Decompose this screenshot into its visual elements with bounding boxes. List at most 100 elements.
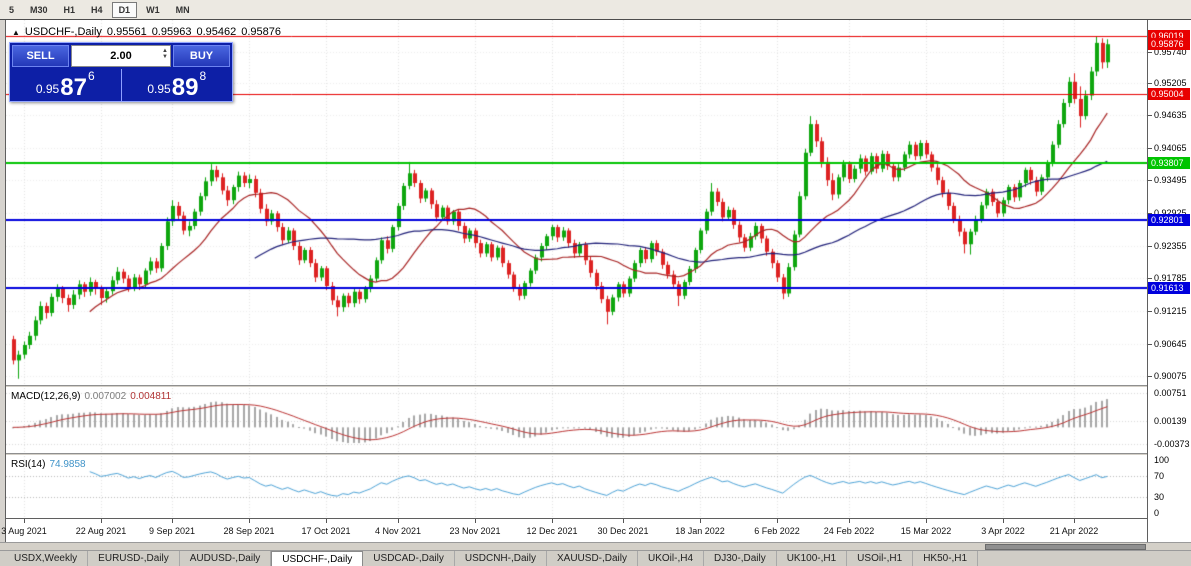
price-axis-label: 0.92925 (1154, 208, 1187, 218)
price-axis-tick (1148, 83, 1152, 84)
chart-tab-usdcnh-[interactable]: USDCNH-,Daily (455, 551, 547, 566)
date-label: 28 Sep 2021 (223, 526, 275, 536)
one-click-panel-toggle-icon[interactable]: ▲ (12, 27, 20, 37)
date-axis[interactable]: 3 Aug 2021 22 Aug 2021 9 Sep 2021 28 Sep 20… (1, 518, 1147, 542)
price-axis-tick (1148, 311, 1152, 312)
timeframe-button-W1[interactable]: W1 (146, 4, 160, 15)
date-label: 4 Nov 2021 (374, 526, 422, 536)
buy-button[interactable]: BUY (173, 45, 230, 67)
chart-tab-ukoil-[interactable]: UKOil-,H4 (638, 551, 705, 566)
price-axis-tick (1148, 52, 1152, 53)
chart-tab-uk100-[interactable]: UK100-,H1 (777, 551, 848, 566)
rsi-axis-label: 70 (1154, 471, 1165, 481)
date-label: 18 Jan 2022 (675, 526, 725, 536)
chart-area[interactable]: 3 Aug 2021 22 Aug 2021 9 Sep 2021 28 Sep 20… (1, 20, 1148, 542)
price-axis-label: 0.90075 (1154, 371, 1187, 381)
date-axis-tick (1003, 519, 1004, 523)
price-axis-tick (1148, 213, 1152, 214)
one-click-trading-panel: SELL 2.00 ▲ ▼ BUY 0.95 87 6 0.95 89 8 (9, 42, 233, 102)
date-label: 9 Sep 2021 (148, 526, 196, 536)
rsi-indicator-label: RSI(14) 74.9858 (11, 459, 90, 470)
buy-price-prefix: 0.95 (147, 82, 171, 96)
buy-price-main: 89 (171, 74, 199, 101)
chart-tab-hk50-[interactable]: HK50-,H1 (913, 551, 979, 566)
sell-price-display[interactable]: 0.95 87 6 (10, 69, 121, 101)
price-axis-tick (1148, 344, 1152, 345)
chart-tab-usdchf-[interactable]: USDCHF-,Daily (271, 551, 364, 566)
date-axis-tick (1074, 519, 1075, 523)
volume-value[interactable]: 2.00 (110, 50, 132, 62)
timeframe-button-D1[interactable]: D1 (111, 1, 138, 18)
sell-button[interactable]: SELL (12, 45, 69, 67)
chart-tab-usdcad-[interactable]: USDCAD-,Daily (363, 551, 455, 566)
volume-up-icon[interactable]: ▲ (162, 48, 168, 54)
rsi-axis-label: 0 (1154, 508, 1160, 518)
date-axis-tick (700, 519, 701, 523)
price-axis-label: 0.91785 (1154, 273, 1187, 283)
date-label: 3 Apr 2022 (981, 526, 1025, 536)
volume-input[interactable]: 2.00 ▲ ▼ (71, 45, 171, 67)
chart-tab-dj30-[interactable]: DJ30-,Daily (704, 551, 777, 566)
chart-tab-usdx[interactable]: USDX,Weekly (4, 551, 89, 566)
timeframe-button-H4[interactable]: H4 (91, 4, 103, 15)
rsi-axis-label: 30 (1154, 492, 1165, 502)
panel-divider[interactable] (6, 385, 1147, 388)
price-axis-label: 0.95740 (1154, 47, 1187, 57)
date-label: 24 Feb 2022 (823, 526, 875, 536)
macd-value: 0.007002 (84, 391, 127, 402)
ohlc-open: 0.95561 (106, 26, 147, 38)
macd-indicator-label: MACD(12,26,9) 0.007002 0.004811 (11, 391, 175, 402)
sell-price-pip: 6 (87, 69, 95, 83)
ohlc-high: 0.95963 (151, 26, 192, 38)
date-axis-tick (249, 519, 250, 523)
macd-axis-label: 0.00751 (1154, 388, 1187, 398)
price-axis-label: 0.91215 (1154, 306, 1187, 316)
chart-tab-audusd-[interactable]: AUDUSD-,Daily (180, 551, 272, 566)
date-label: 22 Aug 2021 (75, 526, 127, 536)
timeframe-toolbar: 5 M30 H1 H4 D1 W1 MN (0, 0, 1191, 20)
date-label: 15 Mar 2022 (900, 526, 952, 536)
rsi-name: RSI(14) (11, 459, 46, 470)
ohlc-low: 0.95462 (196, 26, 237, 38)
date-axis-tick (926, 519, 927, 523)
macd-chart-canvas[interactable] (6, 388, 1147, 453)
timeframe-button-H1[interactable]: H1 (63, 4, 76, 15)
volume-down-icon[interactable]: ▼ (162, 54, 168, 60)
rsi-axis-label: 100 (1154, 455, 1170, 465)
panel-divider[interactable] (6, 453, 1147, 456)
timeframe-button-5[interactable]: 5 (9, 4, 15, 15)
buy-price-display[interactable]: 0.95 89 8 (120, 69, 233, 101)
horizontal-scrollbar-thumb[interactable] (985, 544, 1146, 550)
timeframe-button-M30[interactable]: M30 (30, 4, 48, 15)
price-axis-label: 0.90645 (1154, 339, 1187, 349)
macd-signal-value: 0.004811 (130, 391, 172, 402)
date-label: 23 Nov 2021 (449, 526, 501, 536)
horizontal-scrollbar-track[interactable] (0, 542, 1191, 550)
date-axis-tick (777, 519, 778, 523)
date-axis-tick (172, 519, 173, 523)
timeframe-button-MN[interactable]: MN (175, 4, 190, 15)
price-level-badge: 0.95004 (1148, 88, 1190, 100)
buy-price-pip: 8 (199, 69, 207, 83)
chart-tab-usoil-[interactable]: USOil-,H1 (847, 551, 914, 566)
chart-tab-xauusd-[interactable]: XAUUSD-,Daily (547, 551, 638, 566)
current-price-badge: 0.95876 (1148, 38, 1190, 50)
price-level-badge: 0.91613 (1148, 282, 1190, 294)
price-axis-label: 0.94635 (1154, 110, 1187, 120)
date-axis-tick (849, 519, 850, 523)
chart-tab-bar: USDX,Weekly EURUSD-,Daily AUDUSD-,Daily USD… (0, 550, 1191, 566)
date-label: 21 Apr 2022 (1049, 526, 1099, 536)
price-axis-tick (1148, 180, 1152, 181)
price-level-badge: 0.92801 (1148, 214, 1190, 226)
price-axis-tick (1148, 148, 1152, 149)
sell-price-main: 87 (60, 74, 87, 101)
date-axis-tick (623, 519, 624, 523)
date-axis-tick (398, 519, 399, 523)
price-axis-label: 0.92355 (1154, 241, 1187, 251)
price-axis[interactable]: 0.95740 0.95205 0.94635 0.94065 0.93495 0.929… (1148, 20, 1191, 542)
rsi-chart-canvas[interactable] (6, 456, 1147, 518)
chart-title: ▲ USDCHF-,Daily 0.95561 0.95963 0.95462 … (12, 26, 286, 38)
date-axis-tick (552, 519, 553, 523)
chart-tab-eurusd-[interactable]: EURUSD-,Daily (88, 551, 180, 566)
